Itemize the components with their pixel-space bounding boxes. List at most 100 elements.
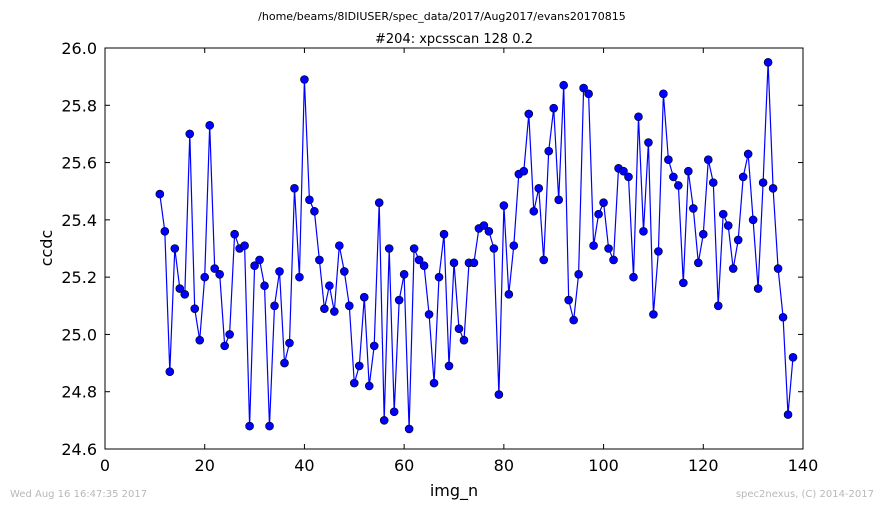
data-point	[703, 155, 713, 165]
data-point	[753, 284, 763, 293]
data-point	[669, 172, 678, 182]
data-point	[574, 269, 583, 279]
data-point	[255, 255, 264, 265]
data-point	[265, 421, 274, 431]
data-point	[718, 209, 728, 219]
x-tick-label: 100	[588, 456, 619, 475]
data-point	[225, 330, 234, 339]
data-point	[434, 272, 444, 282]
data-point	[519, 166, 529, 176]
data-point	[240, 241, 249, 250]
data-point	[325, 281, 334, 291]
data-point	[404, 424, 414, 434]
x-tick-label: 0	[100, 456, 110, 475]
data-point	[684, 166, 693, 176]
data-point	[305, 195, 314, 205]
x-tick-label: 60	[394, 456, 414, 475]
y-tick-label: 25.4	[61, 211, 97, 230]
data-point	[155, 189, 165, 199]
data-point	[659, 89, 668, 99]
data-point	[469, 258, 479, 268]
data-point	[788, 353, 798, 362]
figure-suptitle: /home/beams/8IDIUSER/spec_data/2017/Aug2…	[258, 10, 626, 23]
footer-timestamp: Wed Aug 16 16:47:35 2017	[10, 489, 147, 500]
data-point	[165, 367, 175, 376]
data-point	[414, 255, 424, 265]
data-point	[763, 58, 773, 67]
data-point	[629, 272, 638, 282]
data-point	[728, 264, 738, 273]
data-point	[549, 103, 559, 113]
data-point	[354, 361, 364, 371]
y-tick-label: 25.8	[61, 96, 97, 115]
data-point	[499, 201, 509, 210]
x-axis-label: img_n	[430, 481, 478, 501]
data-point	[459, 335, 469, 345]
data-point	[185, 129, 195, 139]
data-point	[424, 310, 434, 319]
data-point	[245, 421, 254, 431]
data-point	[444, 361, 454, 371]
data-point	[340, 267, 349, 276]
data-point	[738, 172, 748, 182]
data-point	[758, 178, 768, 187]
data-point	[399, 269, 409, 279]
data-point	[783, 410, 793, 419]
data-point	[175, 284, 185, 293]
data-point	[559, 80, 568, 90]
data-point	[579, 83, 588, 93]
data-point	[689, 204, 698, 213]
data-point	[200, 272, 210, 282]
data-point	[295, 272, 304, 282]
data-point	[330, 307, 339, 316]
data-point	[624, 172, 633, 182]
data-point	[609, 255, 618, 265]
data-point	[524, 109, 534, 119]
data-point	[190, 304, 200, 313]
data-point	[484, 227, 494, 236]
data-point	[270, 301, 279, 311]
data-point	[449, 258, 459, 268]
data-point	[335, 241, 344, 250]
footer-credit: spec2nexus, (C) 2014-2017	[736, 489, 874, 500]
data-point	[409, 244, 419, 253]
series-group	[155, 58, 798, 434]
data-point	[250, 261, 259, 270]
data-point	[180, 290, 190, 299]
data-point	[429, 378, 439, 388]
data-point	[374, 198, 384, 207]
data-point	[773, 264, 783, 273]
data-point	[529, 206, 539, 216]
data-point	[654, 247, 663, 256]
y-tick-label: 25.2	[61, 268, 97, 287]
data-point	[439, 229, 449, 239]
data-point	[364, 381, 374, 391]
data-point	[170, 244, 180, 253]
data-point	[778, 312, 788, 322]
data-point	[594, 209, 603, 219]
data-point	[768, 184, 778, 193]
data-point	[489, 244, 499, 253]
data-point	[584, 89, 593, 99]
x-tick-label: 120	[688, 456, 719, 475]
plot-area	[105, 48, 803, 449]
chart-title: #204: xpcsscan 128 0.2	[375, 32, 533, 47]
data-point	[534, 184, 544, 193]
data-point	[300, 75, 309, 84]
data-point	[205, 121, 214, 130]
data-point	[419, 261, 429, 270]
data-point	[674, 181, 683, 190]
data-point	[504, 290, 514, 299]
x-tick-label: 40	[294, 456, 314, 475]
data-point	[454, 324, 464, 334]
x-tick-label: 20	[195, 456, 215, 475]
data-point	[215, 269, 224, 279]
data-point	[639, 227, 648, 236]
data-point	[310, 206, 319, 216]
data-point	[160, 227, 170, 236]
data-point	[394, 295, 404, 305]
data-point	[619, 166, 628, 176]
data-point	[649, 310, 658, 319]
data-point	[494, 390, 504, 399]
